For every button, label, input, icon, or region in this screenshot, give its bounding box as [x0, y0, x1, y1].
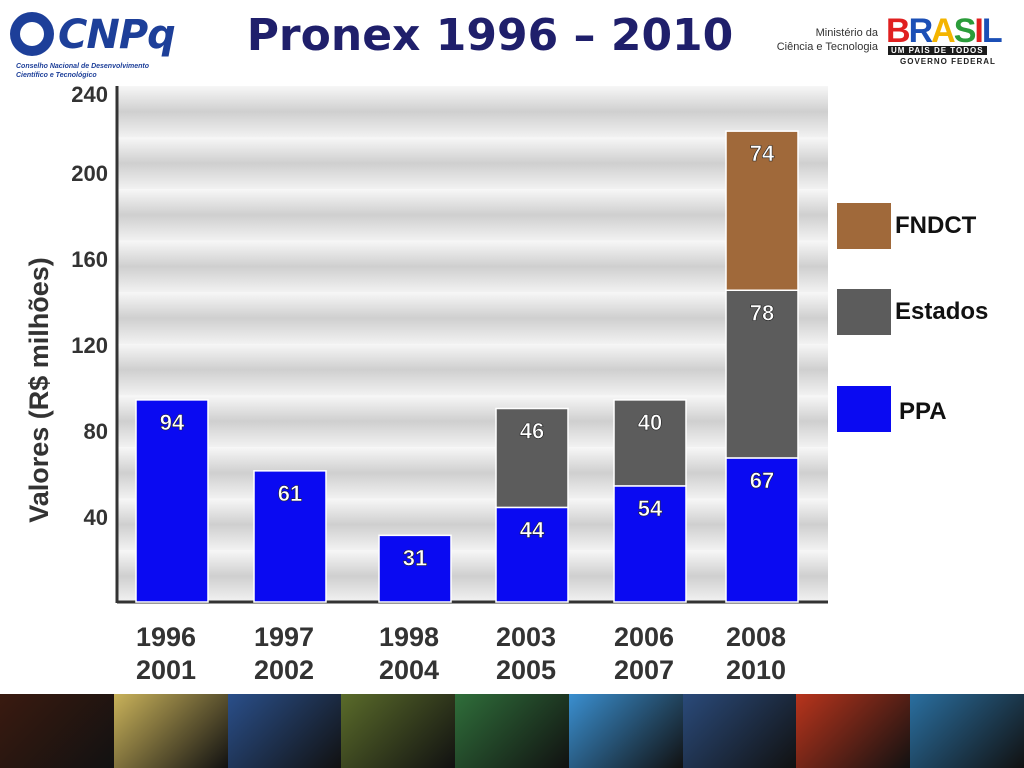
data-label: 78 — [750, 300, 774, 325]
page-title: Pronex 1996 – 2010 — [246, 10, 734, 61]
data-label: 44 — [520, 517, 545, 542]
photo-tile — [113, 694, 228, 768]
data-label: 67 — [750, 468, 774, 493]
ministry-line-1: Ministério da — [815, 27, 878, 39]
ministry-label: Ministério da Ciência e Tecnologia — [772, 26, 878, 54]
grid-band — [117, 189, 828, 241]
legend-label-ppa: PPA — [899, 398, 947, 425]
photo-tile — [341, 694, 456, 768]
x-tick-label: 2007 — [614, 655, 674, 685]
photo-tile — [0, 694, 114, 768]
legend-label-estados: Estados — [895, 298, 989, 325]
bar-fndct — [725, 130, 799, 291]
photo-tile — [455, 694, 569, 768]
photo-tile — [796, 694, 911, 768]
data-label: 74 — [750, 141, 775, 166]
bar-estados — [495, 407, 569, 509]
grid-band — [117, 498, 828, 551]
y-tick-label: 120 — [71, 333, 108, 358]
cnpq-subtitle-line-2: Científico e Tecnológico — [16, 72, 97, 79]
grid-band — [117, 137, 828, 190]
grid-band — [117, 86, 828, 138]
brasil-wordmark: BRASIL — [886, 12, 1003, 50]
x-tick-label: 2010 — [726, 655, 786, 685]
y-tick-label: 200 — [71, 161, 108, 186]
y-tick-label: 160 — [71, 247, 108, 272]
cnpq-subtitle-line-1: Conselho Nacional de Desenvolvimento — [16, 63, 150, 70]
x-tick-label: 2006 — [614, 622, 674, 652]
x-tick-label: 2005 — [496, 655, 556, 685]
bar-ppa — [495, 506, 569, 603]
bar-estados — [613, 399, 687, 487]
data-label: 46 — [520, 419, 544, 444]
y-tick-label: 80 — [84, 419, 108, 444]
grid-band — [117, 395, 828, 448]
bar-ppa — [253, 470, 327, 603]
legend-label-fndct: FNDCT — [895, 212, 977, 239]
x-tick-label: 2003 — [496, 622, 556, 652]
cnpq-logo-icon — [10, 12, 54, 56]
ministry-line-2: Ciência e Tecnologia — [776, 41, 878, 53]
bar-ppa — [378, 534, 452, 603]
legend-swatch-ppa — [837, 386, 891, 432]
data-label: 54 — [638, 496, 663, 521]
data-label: 94 — [160, 410, 185, 435]
bar-ppa — [725, 457, 799, 603]
data-label: 61 — [278, 481, 302, 506]
x-tick-label: 1996 — [136, 622, 196, 652]
cnpq-logo: CNPq Conselho Nacional de Desenvolviment… — [6, 6, 196, 82]
photo-tile — [910, 694, 1024, 768]
bar-ppa — [135, 399, 209, 603]
grid-band — [117, 447, 828, 499]
grid-band — [117, 292, 828, 344]
x-tick-label: 1998 — [379, 622, 439, 652]
grid-band — [117, 344, 828, 396]
legend-swatch-fndct — [837, 203, 891, 249]
x-tick-label: 2008 — [726, 622, 786, 652]
x-tick-label: 2001 — [136, 655, 196, 685]
photo-tile — [682, 694, 797, 768]
x-tick-label: 1997 — [254, 622, 314, 652]
grid-band — [117, 240, 828, 293]
grid-band — [117, 550, 828, 602]
x-tick-label: 2004 — [379, 655, 439, 685]
y-axis-label: Valores (R$ milhões) — [24, 257, 54, 523]
photo-tile — [568, 694, 683, 768]
legend-swatch-estados — [837, 289, 891, 335]
brasil-government-label: GOVERNO FEDERAL — [900, 57, 996, 66]
y-tick-label: 240 — [71, 82, 108, 107]
data-label: 40 — [638, 410, 662, 435]
x-tick-label: 2002 — [254, 655, 314, 685]
decorative-photo-strip — [0, 694, 1024, 768]
y-tick-label: 40 — [84, 505, 108, 530]
brasil-slogan: UM PAÍS DE TODOS — [888, 46, 987, 55]
data-label: 31 — [403, 545, 427, 570]
bar-ppa — [613, 485, 687, 603]
cnpq-logo-subtitle: Conselho Nacional de Desenvolvimento Cie… — [16, 62, 196, 80]
cnpq-logo-text: CNPq — [58, 12, 176, 58]
photo-tile — [227, 694, 342, 768]
brasil-logo: BRASIL UM PAÍS DE TODOS GOVERNO FEDERAL — [886, 14, 1010, 66]
